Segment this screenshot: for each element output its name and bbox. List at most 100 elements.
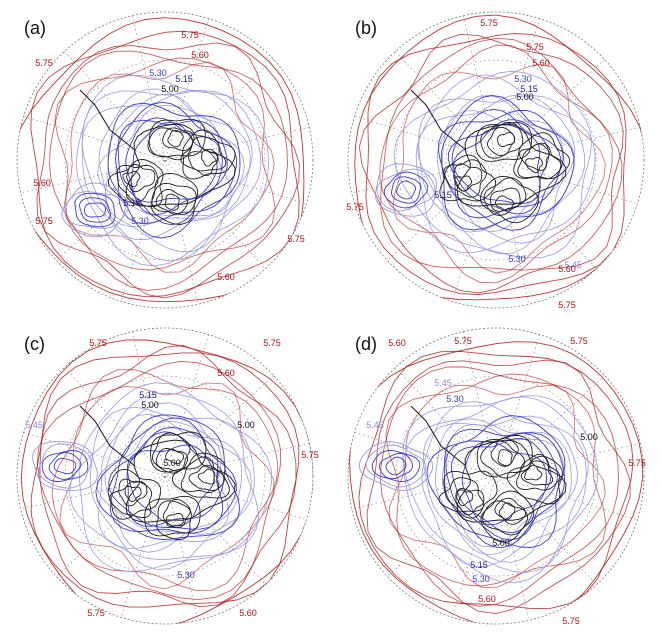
low-contour-line [497, 132, 515, 147]
low-contour-line [201, 149, 218, 167]
mid-contour-line [107, 102, 241, 239]
mid-contour-line [81, 89, 253, 253]
mid-contour-line [98, 88, 251, 241]
antarctica-coastline [456, 123, 567, 207]
panel-label-a: (a) [24, 18, 46, 38]
latitude-circle [445, 109, 547, 211]
low-contour-line [480, 440, 526, 479]
low-contour-line [144, 495, 201, 537]
polar-map-a: 5.755.605.755.305.155.005.605.755.155.30… [16, 11, 314, 309]
mid-contour-line [403, 396, 589, 574]
low-contour-line [188, 464, 220, 491]
mid-contour-line [461, 440, 547, 526]
contour-label: 5.45 [564, 260, 582, 270]
low-contour-line [487, 126, 516, 157]
low-contour-line [162, 498, 191, 529]
contour-label: 5.75 [526, 42, 544, 52]
low-contour-line [517, 142, 562, 180]
low-contour-line [151, 182, 197, 215]
low-contour-line [456, 489, 474, 507]
contour-label: 5.60 [239, 608, 257, 618]
mid-contour-line [415, 74, 596, 253]
low-contour-line [479, 175, 539, 224]
low-contour-line [443, 159, 487, 198]
antarctica-coastline [456, 439, 567, 523]
mid-contour-line [422, 415, 578, 563]
low-contour-line [438, 477, 485, 513]
mid-contour-line [417, 94, 576, 244]
contour-label: 5.00 [492, 538, 510, 548]
mid-contour-line [96, 420, 230, 535]
contour-label: 5.75 [181, 30, 199, 40]
contour-label: 5.30 [149, 68, 167, 78]
high-contour-line [54, 57, 276, 271]
high-contour-line [388, 384, 606, 589]
high-contour-line [63, 61, 275, 273]
mid-contour-line [450, 438, 552, 534]
panel-label-c: (c) [24, 334, 45, 354]
contour-label: 5.75 [628, 458, 646, 468]
low-contour-line [495, 195, 514, 211]
map-boundary [16, 327, 314, 625]
contour-label: 5.60 [478, 594, 496, 604]
panel-c: 5.75 5.75 5.60 5.15 5.00 5.45 5.75 5.00 5.00 5.30… [0, 316, 331, 632]
low-contour-line [454, 175, 472, 192]
high-contour-line [51, 369, 279, 591]
contour-label: 5.60 [558, 264, 576, 274]
mid-contour-line [81, 90, 262, 262]
high-contour-line [379, 44, 613, 284]
contour-label: 5.00 [163, 458, 181, 468]
contour-label: 5.60 [532, 58, 550, 68]
mid-contour-line [376, 168, 436, 212]
contour-field [20, 331, 313, 624]
mid-contour-line [108, 427, 224, 530]
contour-label: 5.75 [35, 58, 53, 68]
low-contour-line [519, 143, 550, 171]
low-contour-line [498, 502, 516, 520]
mid-contour-line [48, 452, 82, 480]
high-contour-line [36, 42, 300, 299]
mid-contour-line [61, 182, 129, 238]
mid-contour-line [371, 449, 421, 483]
mid-contour-line [451, 108, 562, 219]
mid-contour-line [443, 428, 566, 549]
contour-label: 5.00 [237, 420, 255, 430]
high-contour-line [30, 352, 300, 608]
contour-label: 5.15 [470, 560, 488, 570]
contour-label: 5.30 [446, 394, 464, 404]
contour-label: 5.15 [520, 84, 538, 94]
low-contour-line [180, 456, 225, 493]
low-contour-line [506, 455, 563, 505]
mid-contour-line [68, 392, 260, 560]
contour-label: 5.30 [514, 74, 532, 84]
mid-contour-line [64, 191, 126, 229]
mid-contour-line [426, 415, 566, 548]
peninsula-coastline [410, 89, 467, 151]
contour-label: 5.75 [346, 202, 364, 212]
high-contour-line [365, 33, 627, 295]
high-contour-line [20, 339, 313, 624]
low-contour-line [516, 454, 561, 491]
low-contour-line [118, 478, 148, 507]
contour-label: 5.60 [388, 338, 406, 348]
mid-contour-line [115, 101, 237, 225]
mid-contour-line [126, 431, 224, 527]
low-contour-line [494, 497, 527, 525]
panel-b: 5.75 5.75 5.60 5.30 5.15 5.00 5.75 5.15 5.30 5.45… [331, 0, 662, 316]
low-contour-line [453, 163, 483, 192]
contour-label: 5.15 [434, 190, 452, 200]
mid-contour-line [79, 197, 111, 223]
high-contour-line [366, 359, 631, 615]
low-contour-line [107, 468, 162, 520]
contour-label: 5.00 [161, 84, 179, 94]
contour-label: 5.15 [139, 390, 157, 400]
latitude-circle [395, 375, 597, 577]
mid-contour-line [393, 70, 592, 259]
low-contour-line [197, 468, 216, 485]
polar-map-d: 5.60 5.75 5.75 5.45 5.30 5.45 5.00 5.75 5.00 5.15… [347, 327, 646, 626]
low-contour-line [148, 118, 206, 158]
low-contour-line [167, 129, 184, 148]
low-contour-line [164, 193, 180, 211]
contour-label: 5.00 [580, 432, 598, 442]
contour-label: 5.75 [35, 216, 53, 226]
